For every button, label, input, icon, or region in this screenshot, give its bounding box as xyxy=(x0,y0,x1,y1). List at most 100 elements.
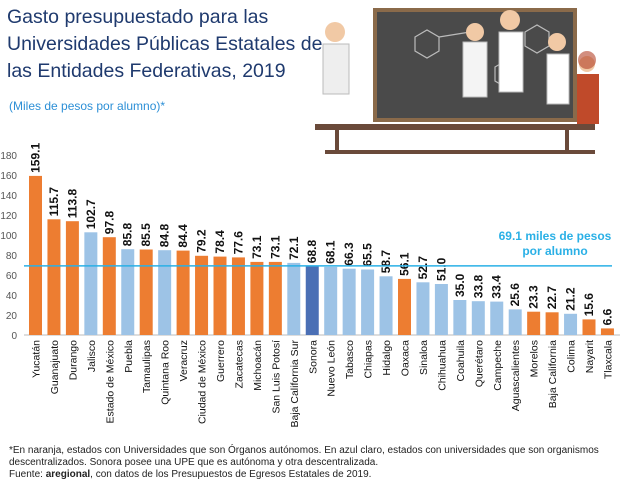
data-label: 35.0 xyxy=(453,273,467,297)
source-brand: aregional xyxy=(45,469,91,480)
data-label: 79.2 xyxy=(195,229,209,253)
footnote-source: Fuente: aregional, con datos de los Pres… xyxy=(9,469,619,481)
footnote-note: *En naranja, estados con Universidades q… xyxy=(9,445,599,468)
bar xyxy=(490,301,504,335)
bar xyxy=(29,175,42,335)
bar xyxy=(508,309,522,335)
data-label: 25.6 xyxy=(508,283,522,307)
data-label: 68.1 xyxy=(324,240,338,264)
x-tick-label: Tabasco xyxy=(344,340,356,379)
bar xyxy=(527,311,541,335)
x-tick-label: Durango xyxy=(67,340,79,380)
data-label: 52.7 xyxy=(416,256,430,280)
x-tick-label: Nuevo León xyxy=(326,340,338,397)
data-label: 84.4 xyxy=(176,224,190,248)
bar xyxy=(287,262,301,335)
x-tick-label: Puebla xyxy=(123,340,135,373)
bar xyxy=(176,250,190,335)
bar xyxy=(361,269,375,335)
y-tick-label: 40 xyxy=(6,291,18,302)
x-tick-label: Morelos xyxy=(529,340,541,377)
page-title: Gasto presupuestado para las Universidad… xyxy=(7,6,323,82)
bar xyxy=(139,249,153,335)
data-label: 58.7 xyxy=(379,250,393,274)
x-tick-label: Baja California xyxy=(547,340,559,408)
bar xyxy=(158,250,172,335)
bar xyxy=(231,257,245,335)
data-label: 51.0 xyxy=(434,257,448,281)
x-tick-label: Zacatecas xyxy=(233,340,245,388)
bar xyxy=(582,319,596,335)
data-label: 22.7 xyxy=(545,286,559,310)
reference-label: 69.1 miles de pesos xyxy=(499,229,612,243)
bar xyxy=(65,221,79,335)
bar xyxy=(545,312,559,335)
data-label: 97.8 xyxy=(102,211,116,235)
data-label: 66.3 xyxy=(342,242,356,266)
data-label: 85.8 xyxy=(121,223,135,247)
x-tick-label: Querétaro xyxy=(473,340,485,387)
bar xyxy=(453,300,467,335)
data-label: 72.1 xyxy=(287,236,301,260)
data-label: 33.4 xyxy=(490,275,504,299)
x-tick-label: Chihuahua xyxy=(436,340,448,391)
data-label: 78.4 xyxy=(213,230,227,254)
source-prefix: Fuente: xyxy=(9,469,46,480)
source-suffix: , con datos de los Presupuestos de Egres… xyxy=(90,469,372,480)
bar-chart: 0 20 40 60 80 100 120 140 160 180 159.1 Yucatán 115.… xyxy=(0,143,620,428)
data-label: 15.6 xyxy=(582,293,596,317)
x-tick-label: Ciudad de México xyxy=(197,340,209,424)
bar xyxy=(195,255,209,335)
bar xyxy=(84,232,98,335)
reference-label: por alumno xyxy=(522,244,587,258)
data-label: 159.1 xyxy=(29,143,43,173)
classroom-illustration xyxy=(315,8,599,154)
bar xyxy=(121,249,135,335)
y-tick-label: 100 xyxy=(0,231,17,242)
data-label: 6.6 xyxy=(600,308,614,325)
data-label: 113.8 xyxy=(65,189,79,219)
bar xyxy=(324,266,338,335)
data-label: 68.8 xyxy=(305,240,319,264)
x-tick-label: Guanajuato xyxy=(49,340,61,394)
data-label: 73.1 xyxy=(268,235,282,259)
y-tick-label: 0 xyxy=(11,331,17,342)
y-tick-label: 160 xyxy=(0,171,17,182)
subtitle: (Miles de pesos por alumno)* xyxy=(9,99,166,113)
x-tick-label: Baja California Sur xyxy=(289,340,301,428)
bar xyxy=(305,266,319,335)
data-label: 21.2 xyxy=(564,287,578,311)
x-tick-label: Tlaxcala xyxy=(602,340,614,379)
data-label: 85.5 xyxy=(139,223,153,247)
data-label: 23.3 xyxy=(527,285,541,309)
data-label: 115.7 xyxy=(47,187,61,217)
bar xyxy=(434,284,448,335)
x-tick-label: Yucatán xyxy=(31,340,43,378)
data-label: 77.6 xyxy=(231,231,245,255)
y-tick-label: 20 xyxy=(6,311,18,322)
x-tick-label: Michoacán xyxy=(252,340,264,391)
data-label: 102.7 xyxy=(84,199,98,229)
x-tick-label: Chiapas xyxy=(363,340,375,379)
x-tick-label: Hidalgo xyxy=(381,340,393,376)
x-tick-label: Sinaloa xyxy=(418,340,430,375)
bar xyxy=(471,301,485,335)
x-tick-label: Estado de México xyxy=(104,340,116,424)
bar xyxy=(250,261,264,335)
bar xyxy=(102,237,116,335)
y-tick-label: 120 xyxy=(0,211,17,222)
bar xyxy=(398,278,411,335)
x-tick-label: Veracruz xyxy=(178,340,190,381)
y-tick-label: 140 xyxy=(0,191,17,202)
x-tick-label: Jalisco xyxy=(86,340,98,372)
bar xyxy=(342,268,356,335)
bar xyxy=(600,328,614,335)
y-tick-label: 180 xyxy=(0,151,17,162)
bar xyxy=(379,276,393,335)
x-tick-label: Aguascalientes xyxy=(510,340,522,411)
x-tick-label: Tamaulipas xyxy=(141,340,153,393)
x-tick-label: Coahuila xyxy=(455,340,467,382)
x-tick-label: Oaxaca xyxy=(400,340,412,376)
x-tick-label: Campeche xyxy=(492,340,504,391)
